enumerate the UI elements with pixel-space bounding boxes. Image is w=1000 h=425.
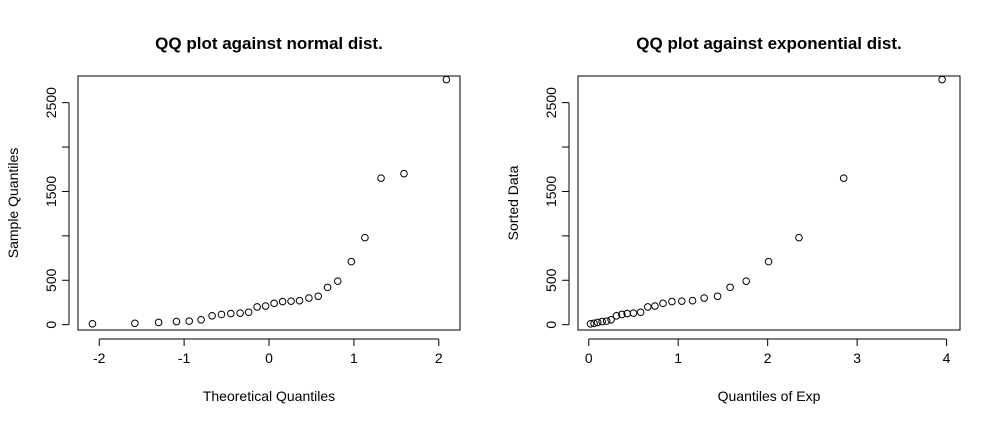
data-point [244,308,253,317]
data-point [590,319,598,328]
data-point [314,292,323,301]
data-point [636,308,645,317]
data-point [154,318,163,327]
data-point [305,294,313,302]
x-tick-label: 0 [265,350,273,366]
data-point [185,317,194,325]
data-point [131,319,139,328]
x-tick-label: 1 [350,350,358,366]
data-point [726,283,734,292]
data-point [643,303,652,311]
x-tick-label: -1 [178,350,191,366]
data-point [217,310,226,319]
data-point [323,283,332,292]
data-point [442,75,451,84]
y-axis-label: Sample Quantiles [5,148,21,259]
data-point [236,309,244,317]
chart-title: QQ plot against exponential dist. [636,34,901,53]
y-tick-label: 1500 [543,176,559,207]
data-point [172,317,181,326]
data-point [688,296,697,305]
x-tick-label: 1 [674,350,682,366]
data-point [795,233,803,242]
data-point [287,297,295,305]
data-point [361,233,369,242]
data-point [400,169,408,178]
x-tick-label: -2 [93,350,106,366]
data-point [938,75,946,84]
data-point [261,302,270,310]
data-point [677,297,686,305]
data-point [295,296,304,305]
data-point [598,317,606,326]
y-tick-label: 500 [543,268,559,292]
data-point [333,277,342,285]
data-point [377,174,385,182]
data-point [659,299,667,308]
data-point [270,299,278,308]
x-tick-label: 3 [853,350,861,366]
data-point [347,257,356,266]
y-axis-label: Sorted Data [505,165,521,240]
plot-frame [77,75,461,331]
x-tick-label: 2 [764,350,772,366]
x-tick-label: 0 [585,350,593,366]
data-point [612,311,621,320]
data-point [713,292,722,301]
data-point [629,309,638,317]
data-point [742,277,750,285]
x-tick-label: 4 [943,350,951,366]
data-point [197,315,205,324]
y-tick-label: 0 [543,321,559,329]
data-point [227,309,235,318]
data-point [602,317,611,325]
data-point [278,297,287,306]
data-point [618,310,626,319]
data-point [651,302,659,310]
data-point [764,257,773,266]
data-point [700,294,708,302]
x-axis-label: Quantiles of Exp [718,388,821,404]
data-point [586,319,595,328]
y-tick-label: 500 [43,268,59,292]
plot-frame [577,75,961,331]
data-point [839,174,848,182]
chart-panel-1: QQ plot against normal dist. -2 -1 0 1 2 0 500 1… [5,34,461,404]
y-tick-label: 0 [43,321,59,329]
y-tick-label: 2500 [43,87,59,118]
data-point [88,319,97,328]
data-point [253,303,261,311]
x-axis-label: Theoretical Quantiles [203,388,335,404]
data-point [607,315,615,324]
data-point [208,311,216,320]
data-point [668,297,676,306]
x-tick-label: 2 [435,350,443,366]
chart-title: QQ plot against normal dist. [155,34,383,53]
y-tick-label: 1500 [43,176,59,207]
y-tick-label: 2500 [543,87,559,118]
data-point [593,318,602,327]
chart-panel-2: QQ plot against exponential dist. 0 1 2 3 4 0 5… [505,34,961,404]
